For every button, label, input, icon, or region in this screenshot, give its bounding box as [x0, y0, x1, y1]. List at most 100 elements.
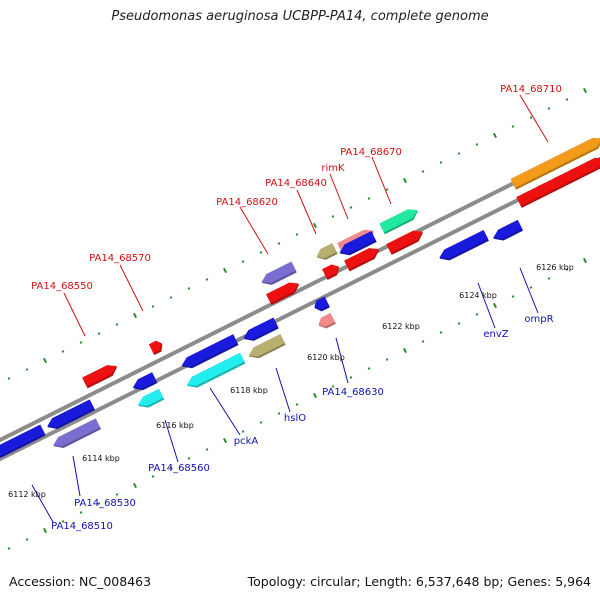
track-tick [259, 251, 263, 254]
track-tick [169, 296, 173, 299]
gene-arrow[interactable] [179, 334, 239, 372]
gene-label[interactable]: PA14_68560 [148, 463, 210, 474]
scale-tick-label: 6120 kbp [307, 353, 345, 362]
map-title: Pseudomonas aeruginosa UCBPP-PA14, compl… [111, 9, 489, 24]
gene-arrow[interactable] [516, 154, 600, 208]
track-tick [457, 322, 461, 325]
track-tick [241, 260, 245, 263]
gene-label[interactable]: pckA [234, 436, 259, 447]
gene-label[interactable]: rimK [321, 163, 345, 174]
track-tick [241, 430, 245, 433]
track-tick [25, 538, 29, 541]
gene-arrow[interactable] [337, 231, 377, 259]
track-tick [222, 267, 228, 274]
gene-label[interactable]: envZ [483, 329, 508, 340]
label-leader-line [164, 419, 179, 463]
label-leader-line [329, 173, 349, 220]
track-tick [61, 350, 65, 353]
gene-arrow[interactable] [51, 418, 102, 451]
gene-label[interactable]: PA14_68630 [322, 387, 384, 398]
track-tick [349, 206, 353, 209]
gene-arrow[interactable] [45, 399, 96, 432]
gene-label[interactable]: ompR [524, 314, 553, 325]
scale-tick-label: 6126 kbp [536, 263, 574, 272]
gene-label[interactable]: PA14_68620 [216, 197, 278, 208]
label-leader-line [296, 189, 317, 235]
track-tick [457, 152, 461, 155]
track-tick [79, 341, 83, 344]
track-tick [295, 403, 299, 406]
gene-arrow[interactable] [246, 334, 286, 362]
track-tick [547, 277, 551, 280]
track-tick [115, 323, 119, 326]
track-tick [61, 520, 65, 523]
gene-label[interactable]: PA14_68670 [340, 147, 402, 158]
gene-arrow[interactable] [185, 352, 246, 391]
scale-tick-label: 6112 kbp [8, 490, 46, 499]
gene-arrow[interactable] [314, 243, 338, 263]
gene-label[interactable]: PA14_68530 [74, 498, 136, 509]
track-tick [367, 197, 371, 200]
gene-arrow[interactable] [82, 362, 120, 389]
track-tick [582, 257, 588, 264]
gene-arrow[interactable] [312, 296, 330, 314]
gene-label[interactable]: PA14_68640 [265, 178, 327, 189]
track-tick [151, 305, 155, 308]
gene-label[interactable]: PA14_68510 [51, 521, 113, 532]
gene-arrow[interactable] [437, 230, 489, 264]
track-tick [529, 116, 533, 119]
gene-label[interactable]: PA14_68550 [31, 281, 93, 292]
gene-arrow[interactable] [131, 372, 158, 393]
track-tick [367, 367, 371, 370]
track-tick [421, 170, 425, 173]
scale-tick-label: 6118 kbp [230, 386, 268, 395]
gene-arrow[interactable] [0, 424, 46, 462]
gene-arrow[interactable] [322, 262, 342, 280]
label-leader-line [477, 282, 496, 329]
gene-arrow[interactable] [266, 279, 302, 305]
track-tick [475, 313, 479, 316]
track-tick [259, 421, 263, 424]
gene-arrow[interactable] [316, 313, 336, 331]
track-tick [331, 215, 335, 218]
track-tick [385, 358, 389, 361]
gene-arrow[interactable] [510, 134, 600, 190]
gene-arrow[interactable] [379, 206, 420, 235]
label-leader-line [519, 94, 549, 143]
scale-tick-label: 6116 kbp [156, 421, 194, 430]
backbone-line [0, 156, 600, 462]
gene-label[interactable]: hslO [284, 413, 306, 424]
topology-text: Topology: circular; Length: 6,537,648 bp… [247, 574, 591, 589]
gene-label[interactable]: PA14_68570 [89, 253, 151, 264]
track-tick [492, 132, 498, 139]
gene-arrow[interactable] [491, 219, 524, 244]
track-tick [511, 295, 515, 298]
track-tick [312, 222, 318, 229]
track-tick [132, 312, 138, 319]
track-tick [349, 376, 353, 379]
gene-arrow[interactable] [259, 261, 297, 289]
track-tick [151, 475, 155, 478]
gene-arrow[interactable] [241, 317, 279, 345]
scale-tick-label: 6124 kbp [459, 291, 497, 300]
label-leader-line [275, 367, 291, 413]
gene-label[interactable]: PA14_68710 [500, 84, 562, 95]
label-leader-line [371, 156, 392, 205]
track-tick [222, 437, 228, 444]
track-tick [582, 87, 588, 94]
label-leader-line [119, 264, 144, 312]
track-tick [205, 278, 209, 281]
track-tick [205, 448, 209, 451]
gene-arrow[interactable] [136, 388, 165, 411]
track-tick [402, 347, 408, 354]
label-leader-line [519, 267, 539, 314]
gene-arrow[interactable] [148, 339, 165, 356]
scale-tick-label: 6114 kbp [82, 454, 120, 463]
gene-arrow[interactable] [344, 245, 382, 272]
track-tick [115, 493, 119, 496]
track-tick [132, 482, 138, 489]
gene-arrow[interactable] [386, 227, 425, 255]
track-tick [295, 233, 299, 236]
track-tick [385, 188, 389, 191]
track-tick [79, 511, 83, 514]
